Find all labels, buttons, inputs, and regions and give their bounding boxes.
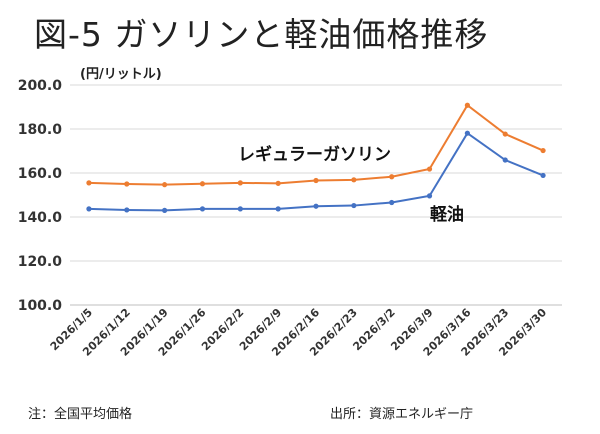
y-tick-label: 160.0 — [18, 166, 63, 182]
data-point-diesel — [162, 207, 168, 213]
data-point-gasoline — [199, 181, 206, 187]
data-point-diesel — [351, 202, 357, 209]
data-point-diesel — [426, 193, 433, 199]
data-point-gasoline — [540, 147, 546, 154]
data-point-gasoline — [275, 180, 281, 186]
data-point-gasoline — [464, 102, 470, 108]
data-point-gasoline — [426, 166, 433, 172]
y-tick-label: 100.0 — [18, 298, 63, 314]
data-point-gasoline — [351, 177, 357, 183]
y-tick-label: 200.0 — [18, 78, 63, 94]
series-label-gasoline: レギュラーガソリン — [238, 145, 391, 165]
y-tick-label: 120.0 — [18, 254, 63, 270]
data-point-diesel — [237, 206, 243, 212]
data-point-gasoline — [124, 181, 130, 187]
data-point-diesel — [313, 203, 319, 209]
data-point-diesel — [389, 199, 395, 206]
data-point-gasoline — [86, 180, 92, 186]
data-point-diesel — [464, 130, 470, 136]
y-tick-label: 180.0 — [18, 122, 63, 138]
series-label-diesel: 軽油 — [430, 204, 464, 225]
y-axis-unit-label: (円/リットル) — [80, 67, 162, 82]
data-point-diesel — [275, 206, 281, 212]
y-tick-label: 140.0 — [18, 210, 63, 226]
source-note: 出所：資源エネルギー庁 — [330, 407, 474, 422]
data-point-gasoline — [237, 180, 243, 186]
footnote: 注：全国平均価格 — [28, 407, 133, 422]
data-point-gasoline — [313, 177, 319, 184]
data-point-diesel — [502, 157, 508, 163]
chart-title: 図-5 ガソリンと軽油価格推移 — [34, 15, 489, 54]
data-point-diesel — [86, 206, 92, 212]
data-point-diesel — [124, 207, 130, 213]
data-point-gasoline — [389, 174, 395, 180]
data-point-diesel — [540, 172, 546, 179]
data-point-diesel — [199, 206, 206, 212]
data-point-gasoline — [162, 182, 168, 188]
data-point-gasoline — [502, 131, 508, 137]
